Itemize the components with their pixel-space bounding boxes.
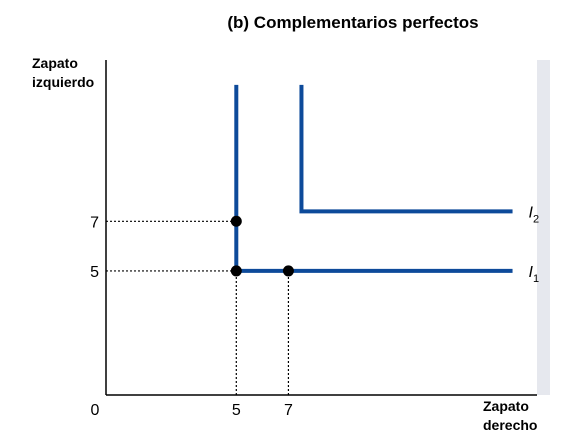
curve-labels: I1 I2 [529, 204, 540, 285]
indifference-curves [234, 84, 513, 273]
x-axis-label-line1: Zapato [483, 398, 529, 414]
x-tick-label-7: 7 [284, 402, 293, 419]
x-axis-label-line2: derecho [483, 417, 537, 433]
bundle-point-2 [282, 265, 294, 277]
guide-lines [106, 220, 290, 395]
y-tick-label-7: 7 [90, 214, 99, 231]
bundle-point-0 [230, 215, 242, 227]
chart-title: (b) Complementarios perfectos [227, 13, 478, 32]
curve-label-i2: I2 [529, 204, 540, 225]
side-scrollbar-strip [537, 60, 550, 395]
tick-labels: 5 7 7 5 [90, 214, 293, 419]
curve-i1 [234, 84, 513, 273]
bundle-point-1 [230, 265, 242, 277]
curve-i2 [299, 84, 513, 214]
y-axis-label-line1: Zapato [32, 55, 78, 71]
bundle-points [230, 215, 294, 277]
y-tick-label-5: 5 [90, 264, 99, 281]
origin-label: 0 [91, 402, 100, 419]
x-tick-label-5: 5 [232, 402, 241, 419]
y-axis-label-line2: izquierdo [32, 74, 94, 90]
curve-label-i1: I1 [529, 264, 540, 285]
